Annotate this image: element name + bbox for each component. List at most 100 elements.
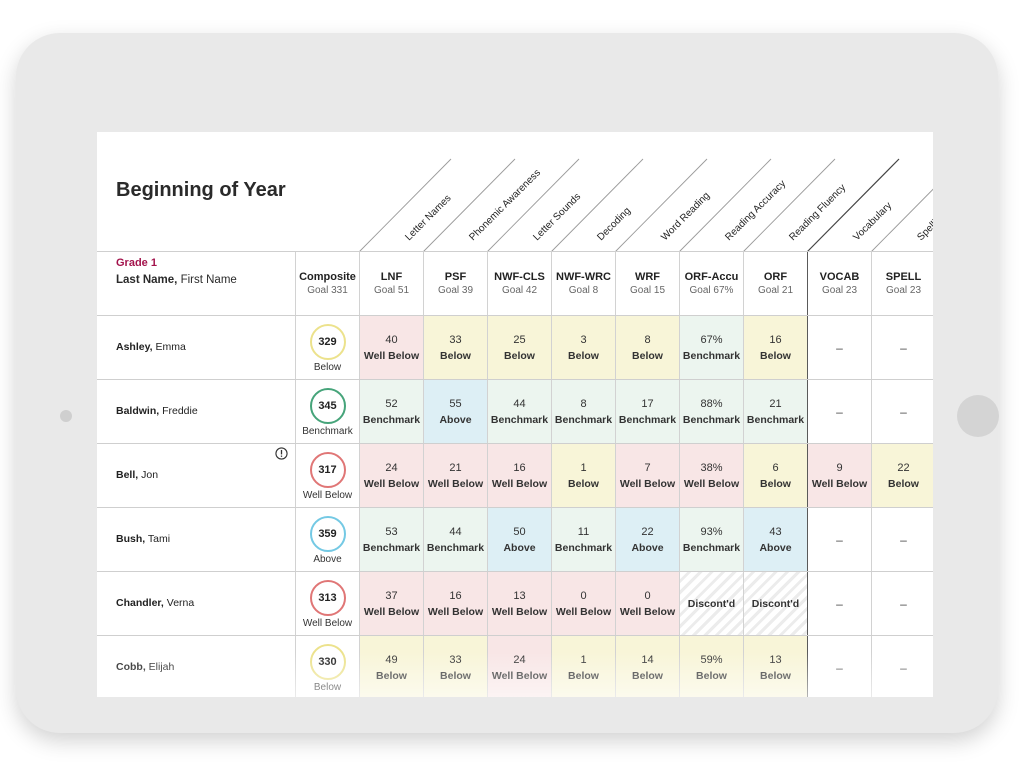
score-cell-lnf[interactable]: 37 Well Below — [359, 572, 423, 636]
composite-cell[interactable]: 313 Well Below — [295, 572, 359, 636]
score-cell-spell[interactable]: – — [871, 508, 933, 572]
score-status: Below — [632, 670, 663, 682]
student-name[interactable]: Baldwin, Freddie — [116, 405, 198, 417]
composite-column-header[interactable]: Composite Goal 331 — [295, 252, 359, 315]
composite-cell[interactable]: 359 Above — [295, 508, 359, 572]
alert-circle-icon[interactable] — [275, 447, 288, 460]
score-cell-nwf-wrc[interactable]: 0 Well Below — [551, 572, 615, 636]
column-header-vocab[interactable]: VOCAB Goal 23 — [807, 252, 871, 315]
column-goal: Goal 51 — [373, 285, 410, 296]
composite-cell[interactable]: 345 Benchmark — [295, 380, 359, 444]
score-cell-orf-accu[interactable]: 38% Well Below — [679, 444, 743, 508]
score-cell-lnf[interactable]: 24 Well Below — [359, 444, 423, 508]
table-row[interactable]: Baldwin, Freddie 345 Benchmark 52 Benchmark 5… — [97, 380, 933, 444]
score-cell-psf[interactable]: 33 Below — [423, 636, 487, 697]
score-cell-orf[interactable]: 6 Below — [743, 444, 807, 508]
score-cell-nwf-wrc[interactable]: 3 Below — [551, 316, 615, 380]
column-header-lnf[interactable]: LNF Goal 51 — [359, 252, 423, 315]
score-cell-vocab[interactable]: – — [807, 508, 871, 572]
score-cell-spell[interactable]: – — [871, 380, 933, 444]
score-cell-psf[interactable]: 21 Well Below — [423, 444, 487, 508]
column-header-spell[interactable]: SPELL Goal 23 — [871, 252, 933, 315]
student-name[interactable]: Bell, Jon — [116, 469, 158, 481]
score-cell-wrf[interactable]: 14 Below — [615, 636, 679, 697]
score-value: 67% — [700, 334, 723, 346]
score-cell-spell[interactable]: – — [871, 572, 933, 636]
table-row[interactable]: Ashley, Emma 329 Below 40 Well Below 33 Below 2… — [97, 316, 933, 380]
column-header-orf[interactable]: ORF Goal 21 — [743, 252, 807, 315]
composite-cell[interactable]: 329 Below — [295, 316, 359, 380]
score-cell-nwf-cls[interactable]: 50 Above — [487, 508, 551, 572]
score-cell-nwf-wrc[interactable]: 1 Below — [551, 636, 615, 697]
student-name[interactable]: Chandler, Verna — [116, 597, 194, 609]
table-row[interactable]: Cobb, Elijah 330 Below 49 Below 33 Below 24 Well… — [97, 636, 933, 697]
score-cell-orf[interactable]: 21 Benchmark — [743, 380, 807, 444]
score-cell-wrf[interactable]: 8 Below — [615, 316, 679, 380]
score-cell-orf-accu[interactable]: 88% Benchmark — [679, 380, 743, 444]
score-cell-nwf-wrc[interactable]: 1 Below — [551, 444, 615, 508]
score-value: 11 — [577, 526, 590, 538]
score-cell-orf[interactable]: 13 Below — [743, 636, 807, 697]
column-header-orf-accu[interactable]: ORF-Accu Goal 67% — [679, 252, 743, 315]
table-row[interactable]: Bush, Tami 359 Above 53 Benchmark 44 Benchmark… — [97, 508, 933, 572]
score-cell-nwf-cls[interactable]: 44 Benchmark — [487, 380, 551, 444]
student-name[interactable]: Bush, Tami — [116, 533, 170, 545]
composite-status: Below — [313, 361, 342, 373]
score-cell-vocab[interactable]: 9 Well Below — [807, 444, 871, 508]
table-row[interactable]: Chandler, Verna 313 Well Below 37 Well Below… — [97, 572, 933, 636]
score-cell-nwf-cls[interactable]: 13 Well Below — [487, 572, 551, 636]
score-cell-spell[interactable]: – — [871, 316, 933, 380]
composite-score-ring: 317 — [309, 451, 346, 488]
score-cell-vocab[interactable]: – — [807, 380, 871, 444]
score-cell-nwf-wrc[interactable]: 11 Benchmark — [551, 508, 615, 572]
student-name[interactable]: Cobb, Elijah — [116, 661, 174, 673]
score-cell-wrf[interactable]: 17 Benchmark — [615, 380, 679, 444]
score-cell-spell[interactable]: – — [871, 636, 933, 697]
score-cell-nwf-cls[interactable]: 24 Well Below — [487, 636, 551, 697]
score-cell-nwf-wrc[interactable]: 8 Benchmark — [551, 380, 615, 444]
composite-cell[interactable]: 317 Well Below — [295, 444, 359, 508]
column-goal: Goal 15 — [629, 285, 666, 296]
score-cell-wrf[interactable]: 22 Above — [615, 508, 679, 572]
score-cell-orf-accu[interactable]: 67% Benchmark — [679, 316, 743, 380]
score-cell-vocab[interactable]: – — [807, 316, 871, 380]
student-name[interactable]: Ashley, Emma — [116, 341, 186, 353]
score-cell-lnf[interactable]: 52 Benchmark — [359, 380, 423, 444]
composite-cell[interactable]: 330 Below — [295, 636, 359, 697]
score-cell-orf-accu[interactable]: 59% Below — [679, 636, 743, 697]
score-cell-psf[interactable]: 16 Well Below — [423, 572, 487, 636]
score-cell-orf[interactable]: 16 Below — [743, 316, 807, 380]
score-cell-psf[interactable]: 55 Above — [423, 380, 487, 444]
column-header-psf[interactable]: PSF Goal 39 — [423, 252, 487, 315]
home-button[interactable] — [957, 395, 999, 437]
score-cell-lnf[interactable]: 53 Benchmark — [359, 508, 423, 572]
score-cell-orf-accu[interactable]: Discont'd — [679, 572, 743, 636]
score-cell-vocab[interactable]: – — [807, 572, 871, 636]
column-header-nwf-wrc[interactable]: NWF-WRC Goal 8 — [551, 252, 615, 315]
table-row[interactable]: Bell, Jon 317 Well Below 24 Well Below 21 Well… — [97, 444, 933, 508]
score-cell-psf[interactable]: 33 Below — [423, 316, 487, 380]
score-cell-psf[interactable]: 44 Benchmark — [423, 508, 487, 572]
score-cell-nwf-cls[interactable]: 16 Well Below — [487, 444, 551, 508]
score-value: 16 — [769, 334, 782, 346]
score-cell-nwf-cls[interactable]: 25 Below — [487, 316, 551, 380]
score-cell-lnf[interactable]: 49 Below — [359, 636, 423, 697]
column-header-nwf-cls[interactable]: NWF-CLS Goal 42 — [487, 252, 551, 315]
score-cell-wrf[interactable]: 0 Well Below — [615, 572, 679, 636]
header-divider — [97, 251, 933, 252]
score-cell-orf-accu[interactable]: 93% Benchmark — [679, 508, 743, 572]
score-cell-vocab[interactable]: – — [807, 636, 871, 697]
column-header-wrf[interactable]: WRF Goal 15 — [615, 252, 679, 315]
score-cell-orf[interactable]: 43 Above — [743, 508, 807, 572]
score-value: 13 — [513, 590, 526, 602]
score-cell-orf[interactable]: Discont'd — [743, 572, 807, 636]
score-value: 9 — [836, 462, 843, 474]
diagonal-header-reading-fluency: Reading Fluency — [787, 182, 848, 243]
column-code: LNF — [380, 271, 403, 283]
score-cell-lnf[interactable]: 40 Well Below — [359, 316, 423, 380]
score-value: 21 — [449, 462, 462, 474]
score-value: 44 — [449, 526, 462, 538]
score-cell-spell[interactable]: 22 Below — [871, 444, 933, 508]
score-cell-wrf[interactable]: 7 Well Below — [615, 444, 679, 508]
score-status: Well Below — [811, 478, 868, 490]
